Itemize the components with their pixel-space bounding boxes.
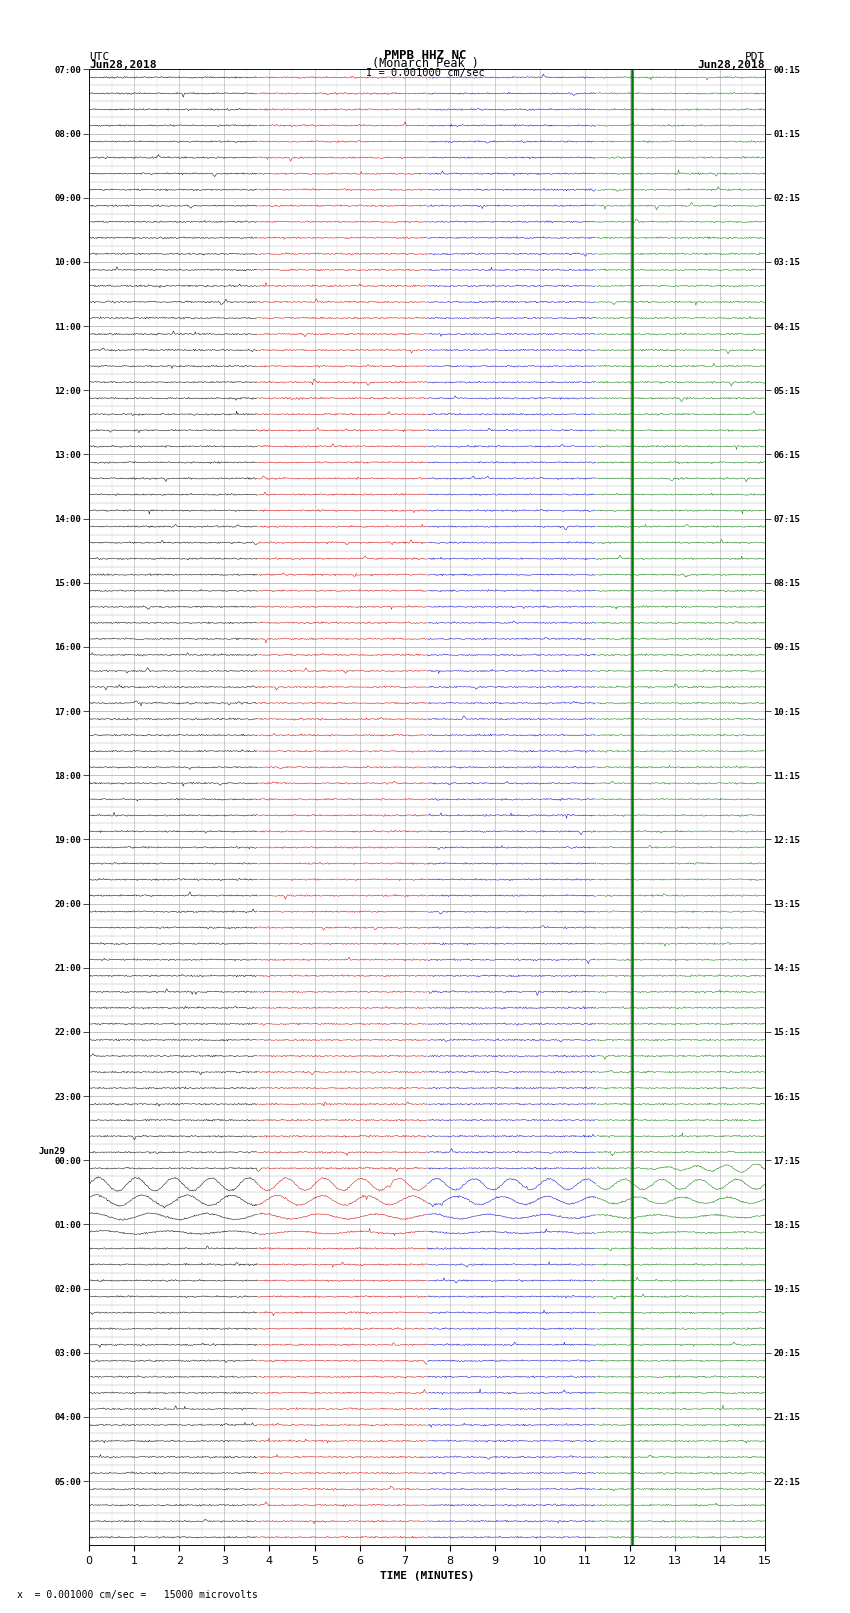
Text: Jun28,2018: Jun28,2018	[698, 60, 765, 71]
Text: x  = 0.001000 cm/sec =   15000 microvolts: x = 0.001000 cm/sec = 15000 microvolts	[17, 1590, 258, 1600]
X-axis label: TIME (MINUTES): TIME (MINUTES)	[380, 1571, 474, 1581]
Text: Jun28,2018: Jun28,2018	[89, 60, 156, 71]
Text: UTC: UTC	[89, 52, 110, 63]
Text: Jun29: Jun29	[38, 1147, 65, 1157]
Text: PMPB HHZ NC: PMPB HHZ NC	[383, 48, 467, 63]
Text: PDT: PDT	[745, 52, 765, 63]
Text: (Monarch Peak ): (Monarch Peak )	[371, 56, 479, 71]
Text: I = 0.001000 cm/sec: I = 0.001000 cm/sec	[366, 68, 484, 77]
